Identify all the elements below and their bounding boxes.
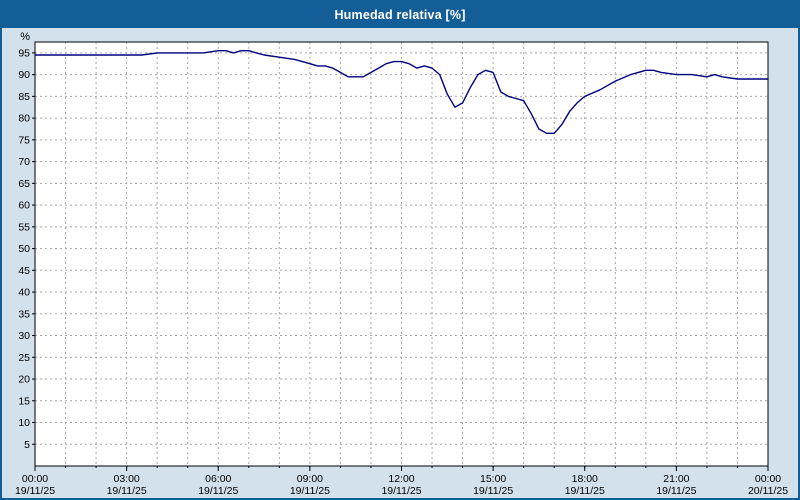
x-tick-date-label: 19/11/25 xyxy=(565,485,605,497)
y-tick-label: 65 xyxy=(18,178,30,190)
x-tick-date-label: 19/11/25 xyxy=(473,485,513,497)
y-tick-label: 5 xyxy=(24,439,30,451)
x-tick-date-label: 19/11/25 xyxy=(198,485,238,497)
y-tick-label: 95 xyxy=(18,47,30,59)
y-tick-label: 50 xyxy=(18,243,30,255)
x-tick-time-label: 09:00 xyxy=(297,473,323,485)
y-tick-label: 55 xyxy=(18,221,30,233)
x-tick-date-label: 19/11/25 xyxy=(656,485,696,497)
x-tick-time-label: 12:00 xyxy=(388,473,414,485)
x-tick-time-label: 18:00 xyxy=(572,473,598,485)
chart-title: Humedad relativa [%] xyxy=(334,8,466,22)
y-tick-label: 85 xyxy=(18,91,30,103)
x-tick-time-label: 15:00 xyxy=(480,473,506,485)
y-tick-label: 10 xyxy=(18,417,30,429)
x-tick-date-label: 19/11/25 xyxy=(15,485,55,497)
x-tick-time-label: 00:00 xyxy=(755,473,781,485)
x-tick-date-label: 20/11/25 xyxy=(748,485,788,497)
y-tick-label: 40 xyxy=(18,287,30,299)
y-axis-unit-label: % xyxy=(20,31,30,43)
y-tick-label: 30 xyxy=(18,330,30,342)
humidity-series-line xyxy=(34,50,769,135)
y-tick-label: 25 xyxy=(18,352,30,364)
x-tick-time-label: 03:00 xyxy=(113,473,139,485)
y-tick-label: 20 xyxy=(18,374,30,386)
x-tick-time-label: 00:00 xyxy=(22,473,48,485)
x-tick-date-label: 19/11/25 xyxy=(290,485,330,497)
y-tick-label: 45 xyxy=(18,265,30,277)
y-tick-label: 35 xyxy=(18,308,30,320)
x-tick-date-label: 19/11/25 xyxy=(107,485,147,497)
y-tick-label: 60 xyxy=(18,200,30,212)
x-tick-date-label: 19/11/25 xyxy=(381,485,421,497)
plot-border xyxy=(34,41,769,467)
y-tick-label: 15 xyxy=(18,395,30,407)
humidity-line-chart: 5 10 15 20 25 30 35 40 45 50 55 60 65 70 75 80 85 90 95% 00… xyxy=(15,31,788,497)
y-tick-label: 70 xyxy=(18,156,30,168)
y-tick-label: 80 xyxy=(18,113,30,125)
x-tick-time-label: 06:00 xyxy=(205,473,231,485)
x-tick-time-label: 21:00 xyxy=(663,473,689,485)
y-tick-label: 90 xyxy=(18,69,30,81)
y-tick-label: 75 xyxy=(18,134,30,146)
window-titlebar: Humedad relativa [%] xyxy=(2,2,798,28)
chart-area: 5 10 15 20 25 30 35 40 45 50 55 60 65 70 75 80 85 90 95% 00… xyxy=(2,28,798,498)
